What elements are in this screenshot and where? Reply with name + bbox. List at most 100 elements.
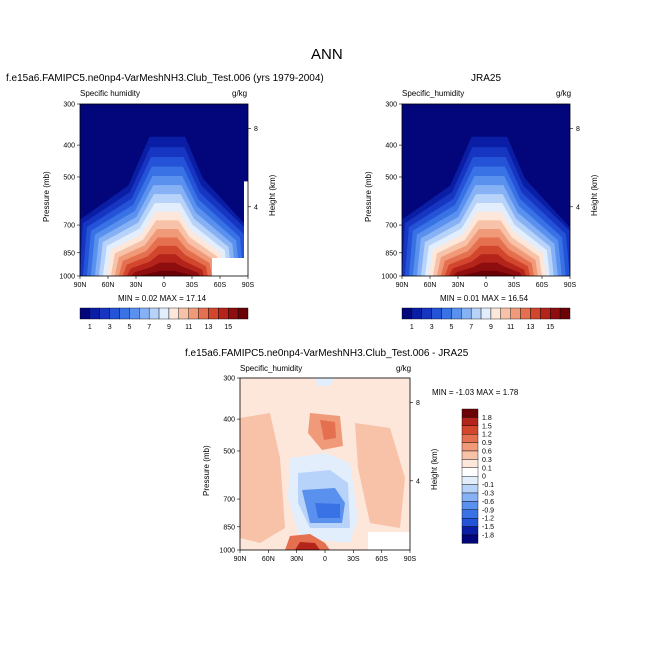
colorbar-cell-1-0 [401,307,413,320]
colorbar-cell-2-2 [461,425,479,435]
y-tick-label-0-3: 700 [63,223,75,230]
colorbar-cell-2-1 [461,417,479,426]
x-tick-label-2-3: 0 [323,556,327,563]
colorbar-cell-1-2 [421,307,432,320]
colorbar-label-2-7: 0 [482,474,486,481]
colorbar-label-0-3: 7 [147,324,151,331]
colorbar-cell-2-13 [461,518,479,527]
colorbar-cell-2-9 [461,484,479,494]
y-tick-label-1-3: 700 [385,223,397,230]
x-tick-label-1-5: 60S [536,282,549,289]
colorbar-cell-0-0 [79,307,91,320]
colorbar-cell-0-8 [158,307,170,320]
x-tick-label-1-1: 60N [424,282,437,289]
panel1-minmax: MIN = 0.02 MAX = 17.14 [118,294,207,303]
colorbar-cell-2-5 [461,450,479,460]
colorbar-cell-1-14 [540,307,551,320]
panel1-title: f.e15a6.FAMIPC5.ne0np4-VarMeshNH3.Club_T… [6,73,324,84]
colorbar-label-0-2: 5 [127,324,131,331]
panel3-units-label: g/kg [396,364,412,373]
y-tick-label-1-4: 850 [385,250,397,257]
colorbar-label-1-4: 9 [489,324,493,331]
page-title: ANN [311,46,343,63]
colorbar-label-0-7: 15 [224,324,232,331]
colorbar-cell-2-10 [461,492,479,502]
colorbar-label-2-13: -1.5 [482,524,494,531]
colorbar-cell-1-5 [451,307,462,320]
colorbar-cell-2-6 [461,459,479,468]
colorbar-cell-0-5 [129,307,140,320]
colorbar-cell-2-7 [461,467,479,477]
panel1-variable-label: Specific humidity [80,89,141,98]
y-tick-label-0-0: 300 [63,102,75,109]
colorbar-cell-2-4 [461,442,479,452]
y-right-tick-label-0-0: 8 [254,126,258,133]
colorbar-cell-1-6 [461,307,472,320]
colorbar-label-2-1: 1.5 [482,423,492,430]
colorbar-label-1-7: 15 [546,324,554,331]
colorbar-cell-1-10 [500,307,511,320]
panel3-minmax: MIN = -1.03 MAX = 1.78 [432,388,519,397]
y-right-tick-label-2-1: 4 [416,478,420,485]
diff-neg-region-4 [315,503,340,518]
y-tick-label-0-1: 400 [63,143,75,150]
colorbar-cell-1-13 [530,307,541,320]
colorbar-cell-0-7 [148,307,160,320]
panel2-minmax: MIN = 0.01 MAX = 16.54 [440,294,529,303]
colorbar-cell-1-3 [431,307,442,320]
diff-pos-region-2 [355,423,405,528]
colorbar-cell-0-13 [208,307,219,320]
x-tick-label-2-4: 30S [347,556,360,563]
colorbar-label-0-0: 1 [88,324,92,331]
colorbar-cell-0-2 [99,307,110,320]
colorbar-cell-0-16 [237,307,249,320]
chart-3: 90N 60N 30N 0 30S 60S 90S 300 400 500 700 850 1000 8 4… [219,376,494,564]
colorbar-label-1-0: 1 [410,324,414,331]
colorbar-label-2-5: 0.3 [482,457,492,464]
x-tick-label-0-3: 0 [162,282,166,289]
x-tick-label-0-0: 90N [74,282,87,289]
colorbar-label-2-14: -1.8 [482,533,494,540]
y-tick-label-2-2: 500 [223,448,235,455]
x-tick-label-0-2: 30N [130,282,143,289]
colorbar-cell-2-11 [461,501,479,510]
colorbar-cell-0-6 [139,307,150,320]
colorbar-cell-0-9 [168,307,180,320]
colorbar-cell-1-16 [559,307,571,320]
x-tick-label-1-3: 0 [484,282,488,289]
colorbar-cell-0-1 [89,307,100,320]
diff-pos-region-1 [240,413,285,543]
colorbar-label-1-3: 7 [469,324,473,331]
chart-1: 90N 60N 30N 0 30S 60S 90S 300 400 500 700 850 1000 8 4… [59,102,258,332]
colorbar-cell-1-7 [470,307,482,320]
colorbar-label-1-2: 5 [449,324,453,331]
colorbar-cell-1-15 [550,307,561,320]
x-tick-label-0-1: 60N [102,282,115,289]
colorbar-cell-1-11 [510,307,521,320]
y-tick-label-2-4: 850 [223,524,235,531]
x-tick-label-0-4: 30S [186,282,199,289]
colorbar-cell-1-1 [411,307,422,320]
diff-pos-surface-core [295,542,320,550]
x-tick-label-2-5: 60S [375,556,388,563]
panel1-units-label: g/kg [232,89,248,98]
x-tick-label-1-4: 30S [508,282,521,289]
colorbar-cell-1-12 [520,307,531,320]
colorbar-cell-2-14 [461,526,479,536]
diff-neg-top [315,378,335,386]
y-tick-label-2-3: 700 [223,497,235,504]
colorbar-label-2-6: 0.1 [482,465,492,472]
colorbar-cell-0-15 [228,307,239,320]
panel2-units-label: g/kg [556,89,572,98]
colorbar-label-1-6: 13 [527,324,535,331]
colorbar-label-2-11: -0.9 [482,507,494,514]
colorbar-cell-2-3 [461,434,479,443]
colorbar-label-2-8: -0.1 [482,482,494,489]
y-right-tick-label-1-0: 8 [576,126,580,133]
x-tick-label-1-6: 90S [564,282,577,289]
colorbar-cell-0-3 [109,307,120,320]
y-tick-label-2-0: 300 [223,376,235,383]
contour-level-1-15 [452,262,522,276]
y-tick-label-0-5: 1000 [59,274,75,281]
